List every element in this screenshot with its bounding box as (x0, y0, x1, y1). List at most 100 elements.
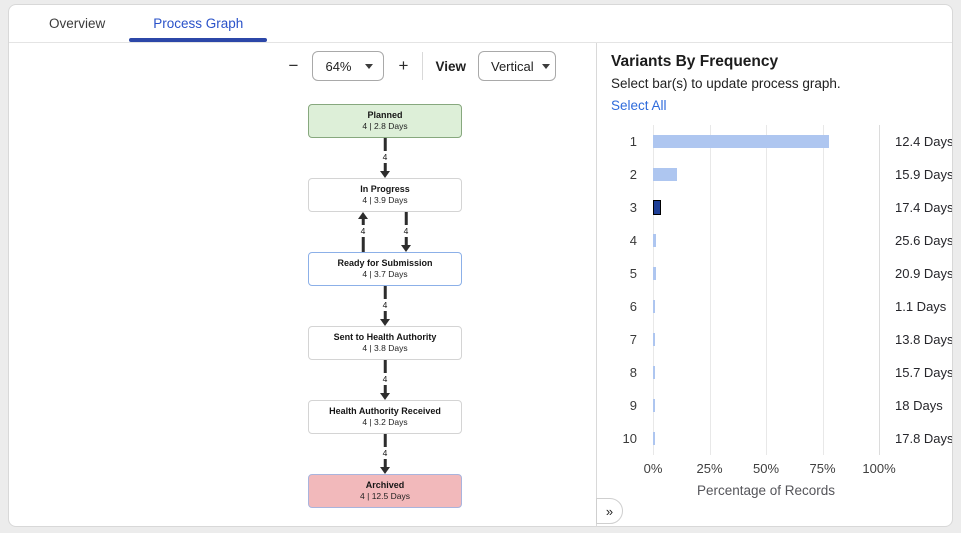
node-stats: 4 | 3.8 Days (362, 343, 408, 353)
node-planned[interactable]: Planned 4 | 2.8 Days (308, 104, 462, 138)
node-ready-for-submission[interactable]: Ready for Submission 4 | 3.7 Days (308, 252, 462, 286)
tab-overview[interactable]: Overview (25, 5, 129, 42)
edge-ready-to-sent: 4 (374, 286, 396, 326)
variant-bar[interactable] (653, 399, 655, 412)
tab-overview-label: Overview (49, 16, 106, 31)
edge-line (383, 311, 387, 320)
variant-row[interactable]: 8 15.7 Days (611, 356, 952, 389)
node-stats: 4 | 3.2 Days (362, 417, 408, 427)
view-label: View (435, 58, 466, 74)
node-title: Planned (367, 110, 403, 120)
process-graph-panel: − 64% + View Vertical Planned 4 | 2.8 Da… (9, 43, 596, 526)
variant-row[interactable]: 5 20.9 Days (611, 257, 953, 290)
variant-row[interactable]: 4 25.6 Days (611, 224, 952, 257)
variant-bar[interactable] (653, 234, 656, 247)
edge-line (361, 237, 365, 252)
variant-plot (653, 267, 879, 280)
variant-duration: 18 Days (895, 398, 943, 413)
zoom-in-button[interactable]: + (398, 56, 409, 75)
chart-rows: 1 12.4 Days 2 15.9 Days 3 17.4 Days (611, 125, 953, 455)
edge-count-label: 4 (382, 448, 388, 458)
variants-panel: Variants By Frequency Select bar(s) to u… (596, 43, 953, 526)
edge-sent-to-received: 4 (374, 360, 396, 400)
gridline-100 (879, 125, 880, 455)
chevron-down-icon (541, 63, 550, 69)
variant-row[interactable]: 7 13.8 Days (611, 323, 952, 356)
node-title: Ready for Submission (337, 258, 433, 268)
tab-process-graph-label: Process Graph (153, 16, 244, 31)
variant-bar[interactable] (653, 333, 655, 346)
edge-line (383, 385, 387, 394)
variant-duration: 17.4 Days (895, 200, 953, 215)
edge-line (404, 237, 408, 246)
node-archived[interactable]: Archived 4 | 12.5 Days (308, 474, 462, 508)
tab-process-graph[interactable]: Process Graph (129, 5, 268, 42)
node-stats: 4 | 2.8 Days (362, 121, 408, 131)
variant-bar[interactable] (653, 366, 655, 379)
node-stats: 4 | 3.9 Days (362, 195, 408, 205)
variant-duration: 20.9 Days (895, 266, 953, 281)
arrow-down-icon (380, 467, 390, 474)
zoom-level-select[interactable]: 64% (312, 51, 385, 81)
variant-duration: 17.8 Days (895, 431, 953, 446)
variant-plot (653, 333, 879, 346)
select-all-link[interactable]: Select All (611, 98, 667, 113)
chart-x-axis: 0% 25% 50% 75% 100% (644, 461, 896, 479)
chevron-down-icon (365, 63, 374, 69)
variant-bar[interactable] (653, 300, 655, 313)
edge-count-label: 4 (382, 152, 388, 162)
variant-row[interactable]: 9 18 Days (611, 389, 952, 422)
variant-plot (653, 135, 879, 148)
edge-count-label: 4 (403, 226, 409, 236)
x-axis-title: Percentage of Records (696, 483, 836, 498)
variant-bar[interactable] (653, 267, 656, 280)
arrow-down-icon (380, 393, 390, 400)
variant-bar-selected[interactable] (653, 200, 661, 215)
variant-bar[interactable] (653, 135, 830, 148)
arrow-down-icon (401, 245, 411, 252)
view-select[interactable]: Vertical (478, 51, 556, 81)
gridline-0 (653, 125, 654, 455)
gridline-75 (822, 125, 824, 455)
edge-line (383, 163, 387, 172)
edge-ready-to-in-progress: 4 (352, 212, 374, 252)
variant-plot (653, 399, 879, 412)
node-title: In Progress (360, 184, 410, 194)
edge-received-to-archived: 4 (374, 434, 396, 474)
variants-panel-title: Variants By Frequency (611, 53, 779, 70)
node-title: Health Authority Received (329, 406, 441, 416)
variant-duration: 12.4 Days (895, 134, 953, 149)
node-sent-to-health-authority[interactable]: Sent to Health Authority 4 | 3.8 Days (308, 326, 462, 360)
arrow-down-icon (380, 171, 390, 178)
chart-gridlines (653, 125, 880, 455)
gridline-25 (709, 125, 711, 455)
variant-row[interactable]: 1 12.4 Days (611, 125, 953, 158)
variant-row[interactable]: 3 17.4 Days (611, 191, 953, 224)
edge-line (404, 212, 408, 225)
app-card: Overview Process Graph − 64% + View Vert… (8, 4, 953, 527)
node-in-progress[interactable]: In Progress 4 | 3.9 Days (308, 178, 462, 212)
variant-plot (653, 200, 879, 215)
node-health-authority-received[interactable]: Health Authority Received 4 | 3.2 Days (308, 400, 462, 434)
collapse-panel-button[interactable]: » (596, 498, 623, 524)
variant-index: 3 (629, 200, 637, 215)
variant-bar[interactable] (653, 432, 655, 445)
arrow-down-icon (380, 319, 390, 326)
variant-index: 1 (629, 134, 637, 149)
variant-index: 2 (629, 167, 637, 182)
edge-in-progress-to-ready: 4 (395, 212, 417, 252)
x-tick: 50% (752, 461, 780, 476)
variant-bar[interactable] (653, 168, 677, 181)
edge-line (383, 138, 387, 151)
variant-row[interactable]: 10 17.8 Days (611, 422, 953, 455)
variant-index: 9 (629, 398, 637, 413)
variant-row[interactable]: 6 1.1 Days (611, 290, 952, 323)
variant-duration: 15.9 Days (895, 167, 953, 182)
variant-index: 8 (629, 365, 637, 380)
variant-index: 5 (629, 266, 637, 281)
variant-row[interactable]: 2 15.9 Days (611, 158, 953, 191)
node-stats: 4 | 12.5 Days (360, 491, 410, 501)
zoom-out-button[interactable]: − (288, 56, 299, 75)
edge-line (361, 219, 365, 225)
active-tab-underline (129, 38, 268, 42)
